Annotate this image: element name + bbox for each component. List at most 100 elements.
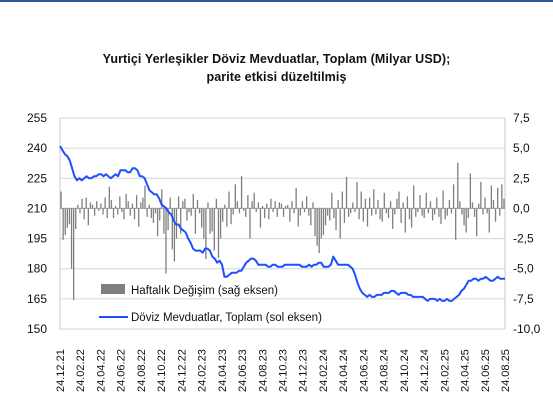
bar	[488, 208, 490, 233]
bar	[295, 187, 297, 209]
bar	[284, 206, 287, 209]
bar	[276, 208, 278, 217]
bar	[469, 173, 472, 209]
bar	[419, 195, 421, 209]
x-axis-tick-label: 24.02.25	[439, 349, 451, 392]
bar	[148, 204, 150, 209]
bar	[387, 208, 390, 219]
bar	[385, 208, 388, 214]
bar	[207, 202, 209, 209]
bar	[240, 175, 243, 209]
bar	[459, 201, 461, 209]
bar	[108, 186, 110, 209]
bar	[117, 208, 119, 215]
bar	[440, 208, 442, 225]
bar	[209, 208, 211, 234]
bar	[335, 208, 337, 231]
bar	[98, 208, 100, 211]
right-axis-tick-label: 0,0	[513, 201, 530, 215]
bar	[480, 181, 482, 209]
x-axis-tick-label: 24.02.23	[197, 349, 209, 392]
bar	[190, 208, 192, 216]
bar	[280, 203, 283, 209]
bar	[253, 192, 255, 209]
deposits-series-line	[59, 145, 505, 302]
bar	[287, 204, 289, 209]
right-axis-tick-label: 7,5	[513, 111, 530, 125]
bar	[299, 208, 301, 216]
bar	[177, 196, 180, 209]
bar	[161, 189, 163, 209]
bar	[486, 208, 488, 214]
bar	[316, 208, 318, 246]
bar	[236, 201, 239, 209]
bar	[266, 203, 268, 209]
bar	[186, 208, 188, 221]
bar	[415, 208, 417, 217]
x-axis-tick-label: 24.10.24	[399, 349, 411, 392]
top-accent-rule	[0, 0, 553, 2]
bar	[322, 208, 325, 235]
bar	[406, 196, 409, 209]
bar	[154, 208, 157, 214]
deposits-line	[59, 145, 505, 302]
bar	[100, 203, 102, 209]
x-axis-tick-label: 24.12.23	[298, 349, 310, 392]
left-axis-tick-label: 255	[27, 111, 47, 125]
bar	[91, 204, 94, 209]
bar	[333, 208, 335, 219]
bar	[423, 208, 425, 219]
chart-subtitle: parite etkisi düzeltilmiş	[206, 70, 347, 84]
weekly-change-bars	[60, 162, 505, 301]
bar	[217, 208, 220, 258]
bar	[467, 208, 469, 219]
x-axis-tick-label: 24.08.22	[136, 349, 148, 392]
right-axis-tick-label: -7,5	[513, 292, 534, 306]
bar	[324, 208, 327, 226]
bar	[360, 191, 362, 209]
bar	[150, 208, 152, 219]
bar	[499, 208, 501, 216]
bar	[379, 208, 381, 220]
bar	[410, 208, 413, 228]
bar	[215, 198, 218, 209]
bar	[123, 208, 125, 220]
bar	[93, 208, 96, 216]
bar	[184, 198, 186, 209]
bar	[345, 177, 348, 209]
bar	[135, 195, 138, 209]
x-axis-tick-label: 24.08.25	[500, 349, 512, 392]
bar	[442, 190, 444, 209]
bar	[364, 198, 367, 209]
bar	[234, 184, 236, 209]
x-axis-tick-label: 24.06.25	[480, 349, 492, 392]
bar	[104, 197, 106, 209]
bar	[165, 208, 167, 274]
bar	[398, 191, 400, 209]
bar	[119, 196, 121, 209]
bar	[261, 206, 264, 209]
x-axis-tick-label: 24.04.22	[95, 349, 107, 392]
bar	[272, 208, 274, 213]
bar	[70, 208, 73, 269]
bar	[219, 208, 222, 239]
bar	[270, 198, 272, 209]
legend-bar-swatch	[101, 284, 125, 294]
bar	[492, 199, 495, 209]
bar	[169, 197, 171, 209]
bar	[366, 208, 369, 227]
bar	[482, 208, 484, 215]
bar	[402, 202, 404, 209]
bar	[121, 208, 123, 213]
bar	[434, 208, 436, 215]
bar	[146, 208, 148, 217]
bar	[89, 202, 92, 209]
bar	[278, 202, 281, 209]
bar	[224, 204, 226, 209]
bar	[238, 208, 241, 214]
bar	[127, 201, 129, 209]
bar	[247, 195, 249, 209]
bar	[182, 201, 184, 209]
bar	[245, 208, 247, 217]
